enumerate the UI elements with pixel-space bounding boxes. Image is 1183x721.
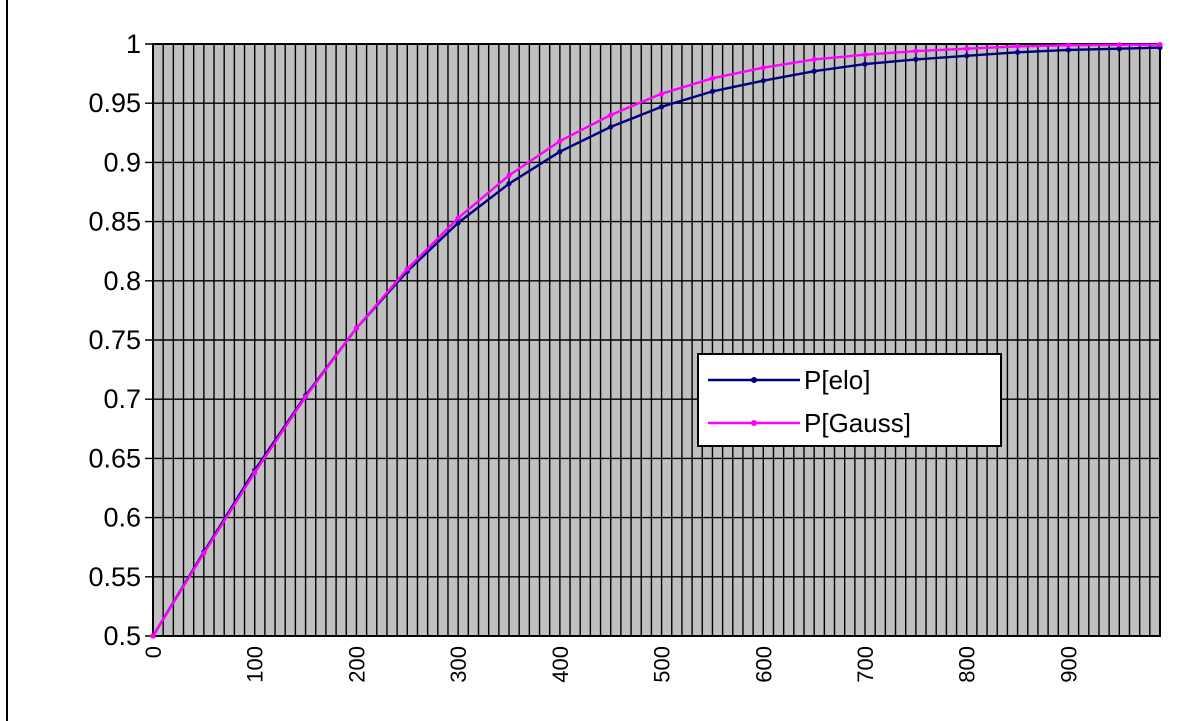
series-layer xyxy=(150,41,1163,639)
data-point xyxy=(862,52,868,58)
data-point xyxy=(608,124,614,130)
legend-label: P[elo] xyxy=(804,365,871,395)
data-point xyxy=(455,215,461,221)
data-point xyxy=(862,61,868,67)
data-point xyxy=(1014,43,1021,49)
x-tick-label: 100 xyxy=(243,646,268,683)
y-tick-label: 0.55 xyxy=(88,562,141,592)
x-tick-label: 600 xyxy=(751,646,776,683)
data-point xyxy=(1157,41,1163,48)
legend-items: P[elo] P[Gauss] xyxy=(708,365,911,438)
data-point xyxy=(150,633,156,639)
data-point xyxy=(1014,49,1021,55)
x-tick-label: 800 xyxy=(955,646,980,683)
data-point xyxy=(1065,47,1072,53)
data-point xyxy=(506,181,512,187)
x-tick-label: 400 xyxy=(548,646,573,683)
y-tick-label: 1 xyxy=(126,29,141,59)
x-tick-label: 900 xyxy=(1056,646,1081,683)
x-tick-label: 200 xyxy=(344,646,369,683)
data-point xyxy=(760,78,766,84)
data-point xyxy=(709,88,716,94)
x-tick-label: 0 xyxy=(141,646,166,658)
plot-frame xyxy=(152,43,1161,637)
data-point xyxy=(506,172,512,179)
data-point xyxy=(353,325,360,331)
legend-box xyxy=(697,353,1002,447)
x-tick-label: 500 xyxy=(650,646,675,683)
data-point xyxy=(455,220,461,226)
legend-marker xyxy=(751,377,757,383)
y-tick-label: 0.75 xyxy=(88,325,141,355)
data-point xyxy=(658,104,665,110)
y-axis-tick-labels: 0.5 0.55 0.6 0.65 0.7 0.75 0.8 0.85 0.9 0.95 1 xyxy=(88,29,141,651)
data-point xyxy=(811,56,817,62)
data-point xyxy=(913,48,919,54)
y-tick-label: 0.8 xyxy=(103,266,141,296)
data-point xyxy=(964,53,970,59)
data-point xyxy=(608,112,614,118)
data-point xyxy=(709,75,716,81)
data-point xyxy=(760,65,766,71)
data-point xyxy=(811,68,817,74)
data-point xyxy=(557,138,563,144)
x-axis-tick-labels: 0 100 200 300 400 500 600 700 800 900 xyxy=(141,646,1081,683)
data-point xyxy=(404,266,410,272)
x-tick-label: 300 xyxy=(446,646,471,683)
y-tick-label: 0.95 xyxy=(88,88,141,118)
x-tick-label: 700 xyxy=(853,646,878,683)
y-tick-label: 0.9 xyxy=(103,147,141,177)
data-point xyxy=(201,550,207,556)
y-tick-label: 0.7 xyxy=(103,384,141,414)
data-point xyxy=(1065,42,1072,48)
data-point xyxy=(557,149,563,155)
data-point xyxy=(913,56,919,62)
legend-marker xyxy=(751,420,757,426)
y-tick-label: 0.6 xyxy=(103,503,141,533)
y-tick-label: 0.65 xyxy=(88,443,141,473)
data-point xyxy=(1116,42,1122,48)
data-point xyxy=(1116,46,1122,52)
data-point xyxy=(252,470,258,476)
legend: P[elo] P[Gauss] xyxy=(697,353,1002,447)
data-point xyxy=(658,91,665,97)
y-tick-label: 0.5 xyxy=(103,621,141,651)
legend-label: P[Gauss] xyxy=(804,408,911,438)
data-point xyxy=(964,46,970,52)
y-tick-label: 0.85 xyxy=(88,207,141,237)
data-point xyxy=(302,394,309,400)
